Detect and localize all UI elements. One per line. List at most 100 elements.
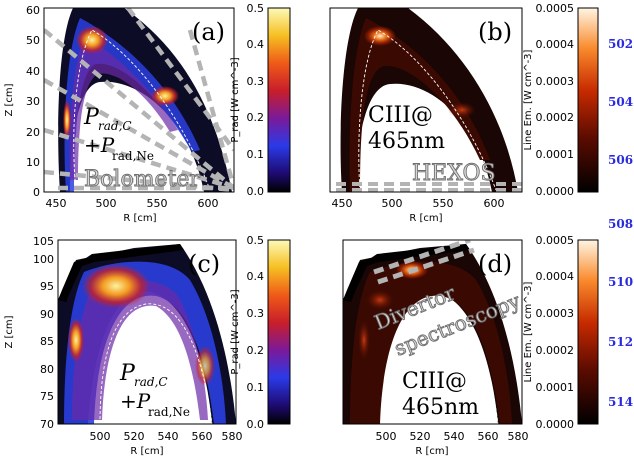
panel-d-emission-map [343,240,522,424]
panel-d-annotation-line2: 465nm [402,395,479,420]
panel-a-annotation-plus: +P [84,133,115,157]
panel-d-hotspot-left [358,320,370,360]
panel-c-y-ticks: 70 75 80 85 90 95 100 105 [33,235,54,431]
panel-d-colorbar: 0.0000 0.0001 0.0002 0.0003 0.0004 0.000… [523,234,599,431]
panel-a-ytick: 30 [26,95,40,108]
panel-d-xtick: 540 [444,430,465,443]
panel-a-annotation-main: P [83,105,100,130]
line-number: 512 [608,335,633,349]
panel-d-colorbar-label: Line Em. [W cm^-3] [523,281,534,382]
panel-d: 500 520 540 560 580 R [cm] (d) Divertor … [342,234,599,457]
panel-d-colorbar-tick: 0.0000 [536,418,575,431]
panel-c-xtick: 560 [192,430,213,443]
panel-d-hotspot-mid [366,290,394,310]
line-number: 508 [608,217,633,231]
panel-c-colorbar-tick: 0.1 [247,381,265,394]
panel-c-frame [57,239,237,425]
panel-c-ytick: 70 [40,418,54,431]
panel-b-xtick: 550 [433,197,454,210]
panel-b-xtick: 500 [382,197,403,210]
panel-b-colorbar: 0.0000 0.0001 0.0002 0.0003 0.0004 0.000… [523,2,599,198]
panel-d-xtick: 580 [508,430,529,443]
panel-d-colorbar-tick: 0.0004 [536,270,575,283]
panel-b-x-axis-label: R [cm] [409,213,442,224]
panel-b-emission-band [349,18,490,192]
panel-d-x-axis-label: R [cm] [415,446,448,457]
panel-c-xtick: 500 [90,430,111,443]
panel-b-x-ticks: 450 500 550 600 [332,197,505,210]
panel-c-xtick: 540 [158,430,179,443]
line-number: 502 [608,37,633,51]
panel-b-xtick: 450 [332,197,353,210]
panel-c: 70 75 80 85 90 95 100 105 500 520 540 56… [4,234,291,457]
panel-b-annotation-line1: CIII@ [368,103,433,128]
panel-d-spectroscopy-chords [373,240,475,285]
panel-a-xtick: 450 [46,197,67,210]
panel-a-colorbar-ramp [267,7,291,193]
panel-d-wall [343,244,470,302]
panel-c-ytick: 95 [40,280,54,293]
panel-b-emission-map [330,8,522,192]
panel-c-xtick: 520 [124,430,145,443]
panel-d-separatrix [385,303,499,424]
panel-b-colorbar-tick: 0.0000 [536,185,575,198]
panel-d-colorbar-tick: 0.0002 [536,344,575,357]
panel-c-ytick: 90 [40,308,54,321]
panel-a-colorbar-tick: 0.2 [247,111,265,124]
panel-a-separatrix [73,29,211,192]
panel-b-xtick: 600 [484,197,505,210]
panel-a-hotspot-upper [76,26,108,54]
panel-d-colorbar-ramp [577,239,599,425]
line-number: 510 [608,275,633,289]
panel-a-colorbar-tick: 0.3 [247,75,265,88]
panel-a-ytick: 50 [26,34,40,47]
panel-d-colorbar-tick: 0.0005 [536,234,575,247]
panel-b-label: (b) [478,18,512,46]
panel-a-label: (a) [192,18,225,46]
line-number: 504 [608,95,633,109]
panel-c-annotation-plus-sub: rad,Ne [148,405,190,419]
panel-c-hotspot-right [195,346,215,386]
panel-c-colorbar-tick: 0.3 [247,307,265,320]
panel-a-y-ticks: 0 10 20 30 40 50 60 [26,4,40,199]
panel-c-colorbar-label: P_rad [W cm^-3] [230,289,241,374]
panel-b-colorbar-tick: 0.0003 [536,75,575,88]
panel-a-colorbar-tick: 0.1 [247,148,265,161]
panel-d-frame [342,239,523,425]
panel-b-annotation-line2: 465nm [368,129,445,154]
panel-d-xtick: 500 [376,430,397,443]
panel-c-colorbar-ramp [267,239,291,425]
panel-c-x-ticks: 500 520 540 560 580 [90,430,243,443]
panel-b-colorbar-tick: 0.0004 [536,38,575,51]
panel-a-ytick: 40 [26,65,40,78]
panel-c-ytick: 75 [40,390,54,403]
panel-a-emission-map [44,8,234,192]
panel-d-xtick: 520 [410,430,431,443]
panel-a-colorbar: 0.0 0.1 0.2 0.3 0.4 0.5 P_rad [W cm^-3] [230,2,291,198]
panel-b-colorbar-tick: 0.0005 [536,2,575,15]
panel-c-separatrix [99,303,213,424]
panel-a-ytick: 60 [26,4,40,17]
panel-a-xtick: 500 [96,197,117,210]
panel-d-x-ticks: 500 520 540 560 580 [376,430,529,443]
panel-c-y-axis-label: Z [cm] [4,315,15,348]
panel-c-annotation-plus: +P [120,389,151,413]
panel-a-colorbar-tick: 0.4 [247,38,265,51]
panel-a-annotation-main-sub: rad,C [98,119,132,133]
panel-a-y-axis-label: Z [cm] [4,83,15,116]
line-numbers: 502 504 506 508 510 512 514 [608,37,633,409]
panel-c-xtick: 580 [222,430,243,443]
panel-c-colorbar-tick: 0.0 [247,418,265,431]
panel-a-xtick: 600 [198,197,219,210]
panel-a-colorbar-tick: 0.0 [247,185,265,198]
panel-c-emission-band-inner [72,279,208,420]
panel-c-ytick: 105 [33,235,54,248]
panel-a-colorbar-label: P_rad [W cm^-3] [230,57,241,142]
panel-c-ytick: 85 [40,335,54,348]
panel-c-ytick: 100 [33,253,54,266]
panel-a-xtick: 550 [147,197,168,210]
panel-c-colorbar: 0.0 0.1 0.2 0.3 0.4 0.5 P_rad [W cm^-3] [230,234,291,431]
panel-a-frame [43,7,235,193]
line-number: 514 [608,395,633,409]
